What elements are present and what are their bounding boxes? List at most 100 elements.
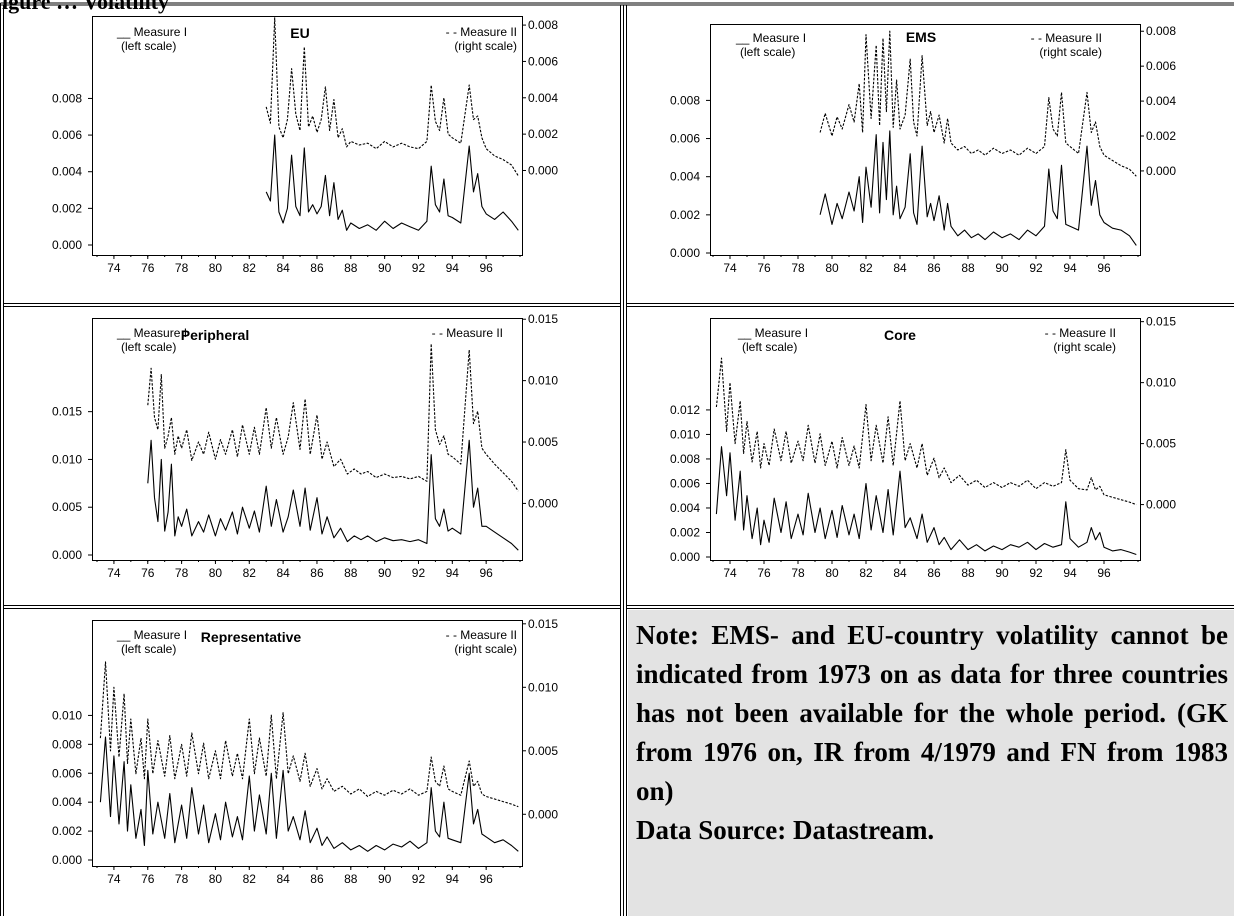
x-tick-label: 80 bbox=[209, 261, 223, 275]
series-line-measure-ii bbox=[265, 17, 519, 177]
x-tick-label: 74 bbox=[107, 261, 121, 275]
legend-right-line: (right scale) bbox=[454, 642, 517, 656]
right-y-tick-label: 0.006 bbox=[528, 54, 558, 68]
left-y-tick-label: 0.008 bbox=[670, 452, 700, 466]
note-text: Note: EMS- and EU-country volatility can… bbox=[636, 620, 1228, 806]
left-y-tick-label: 0.006 bbox=[52, 766, 82, 780]
x-tick-label: 92 bbox=[1029, 566, 1043, 580]
legend-right-line: - - Measure II bbox=[1031, 31, 1102, 45]
right-y-tick-label: 0.015 bbox=[528, 617, 558, 631]
right-y-tick-label: 0.000 bbox=[1146, 498, 1176, 512]
x-tick-label: 90 bbox=[995, 261, 1009, 275]
right-y-tick-label: 0.015 bbox=[528, 312, 558, 326]
x-tick-label: 80 bbox=[209, 566, 223, 580]
left-y-tick-label: 0.000 bbox=[52, 853, 82, 867]
chart-panel-eu: 74 76 78 80 82 84 86 88 90 92 94 96 0.000 0.002 0.004 0… bbox=[5, 7, 617, 301]
x-tick-label: 86 bbox=[310, 872, 324, 886]
left-y-tick-label: 0.008 bbox=[670, 93, 700, 107]
x-tick-label: 90 bbox=[378, 566, 392, 580]
plot-frame bbox=[710, 318, 1141, 561]
chart-title: EMS bbox=[906, 29, 936, 45]
x-tick-label: 96 bbox=[479, 872, 493, 886]
chart-title: Core bbox=[884, 327, 916, 343]
x-tick-label: 94 bbox=[1063, 261, 1077, 275]
x-tick-label: 90 bbox=[378, 872, 392, 886]
x-tick-label: 88 bbox=[961, 566, 975, 580]
left-y-tick-label: 0.010 bbox=[670, 427, 700, 441]
chart-peripheral: 74 76 78 80 82 84 86 88 90 92 94 96 0.000 0.005 0.010 0… bbox=[52, 312, 558, 580]
x-tick-label: 74 bbox=[107, 872, 121, 886]
series-line-measure-i bbox=[265, 134, 519, 231]
x-tick-label: 78 bbox=[175, 566, 189, 580]
series-line-measure-i bbox=[147, 439, 519, 551]
x-tick-label: 82 bbox=[243, 872, 257, 886]
left-y-tick-label: 0.000 bbox=[670, 550, 700, 564]
left-y-tick-label: 0.000 bbox=[670, 246, 700, 260]
x-tick-label: 84 bbox=[276, 872, 290, 886]
x-tick-label: 78 bbox=[175, 872, 189, 886]
x-tick-label: 76 bbox=[141, 261, 155, 275]
x-tick-label: 84 bbox=[893, 261, 907, 275]
chart-panel-peripheral: 74 76 78 80 82 84 86 88 90 92 94 96 0.000 0.005 0.010 0… bbox=[5, 308, 617, 603]
legend-left-line: (left scale) bbox=[740, 45, 795, 59]
x-tick-label: 78 bbox=[175, 261, 189, 275]
series-line-measure-i bbox=[715, 446, 1137, 556]
chart-panel-representative: 74 76 78 80 82 84 86 88 90 92 94 96 0.000 0.002 0.004 0… bbox=[5, 610, 617, 916]
right-y-tick-label: 0.000 bbox=[1146, 164, 1176, 178]
chart-ems: 74 76 78 80 82 84 86 88 90 92 94 96 0.000 0.002 0.004 0… bbox=[670, 24, 1176, 275]
left-y-tick-label: 0.010 bbox=[52, 452, 82, 466]
x-tick-label: 94 bbox=[446, 566, 460, 580]
x-tick-label: 92 bbox=[412, 872, 426, 886]
left-y-tick-label: 0.002 bbox=[670, 525, 700, 539]
x-tick-label: 88 bbox=[344, 566, 358, 580]
x-tick-label: 74 bbox=[723, 261, 737, 275]
plot-frame bbox=[92, 620, 523, 867]
right-y-tick-label: 0.006 bbox=[1146, 59, 1176, 73]
right-y-tick-label: 0.010 bbox=[1146, 376, 1176, 390]
legend-right-line: (right scale) bbox=[1039, 45, 1102, 59]
right-y-tick-label: 0.005 bbox=[528, 744, 558, 758]
x-tick-label: 76 bbox=[757, 261, 771, 275]
x-tick-label: 82 bbox=[243, 566, 257, 580]
left-y-tick-label: 0.012 bbox=[670, 403, 700, 417]
legend-right-line: - - Measure II bbox=[1045, 326, 1116, 340]
left-y-tick-label: 0.004 bbox=[52, 795, 82, 809]
chart-core: 74 76 78 80 82 84 86 88 90 92 94 96 0.000 0.002 0.004 0… bbox=[670, 315, 1176, 580]
left-y-tick-label: 0.000 bbox=[52, 238, 82, 252]
series-line-measure-ii bbox=[99, 661, 519, 808]
right-y-tick-label: 0.000 bbox=[528, 807, 558, 821]
plot-frame bbox=[92, 318, 523, 561]
legend-right-line: - - Measure II bbox=[446, 25, 517, 39]
x-tick-label: 80 bbox=[825, 261, 839, 275]
x-tick-label: 94 bbox=[446, 261, 460, 275]
x-tick-label: 88 bbox=[961, 261, 975, 275]
note-panel: Note: EMS- and EU-country volatility can… bbox=[628, 610, 1234, 916]
x-tick-label: 92 bbox=[412, 261, 426, 275]
chart-title: Representative bbox=[201, 629, 302, 645]
left-y-tick-label: 0.000 bbox=[52, 548, 82, 562]
x-tick-label: 96 bbox=[479, 261, 493, 275]
right-y-tick-label: 0.008 bbox=[1146, 24, 1176, 38]
chart-representative: 74 76 78 80 82 84 86 88 90 92 94 96 0.000 0.002 0.004 0… bbox=[52, 617, 558, 886]
legend-left-line: __ Measure I bbox=[737, 326, 808, 340]
right-y-tick-label: 0.010 bbox=[528, 374, 558, 388]
left-y-tick-label: 0.002 bbox=[670, 208, 700, 222]
x-tick-label: 76 bbox=[757, 566, 771, 580]
left-y-tick-label: 0.010 bbox=[52, 708, 82, 722]
plot-frame bbox=[710, 24, 1141, 256]
right-y-tick-label: 0.008 bbox=[528, 18, 558, 32]
x-tick-label: 96 bbox=[479, 566, 493, 580]
x-tick-label: 94 bbox=[446, 872, 460, 886]
series-line-measure-ii bbox=[819, 30, 1137, 177]
right-y-tick-label: 0.004 bbox=[528, 91, 558, 105]
x-tick-label: 94 bbox=[1063, 566, 1077, 580]
x-tick-label: 86 bbox=[927, 566, 941, 580]
right-y-tick-label: 0.004 bbox=[1146, 94, 1176, 108]
chart-title: EU bbox=[290, 25, 309, 41]
x-tick-label: 74 bbox=[107, 566, 121, 580]
right-y-tick-label: 0.002 bbox=[528, 127, 558, 141]
left-y-tick-label: 0.002 bbox=[52, 201, 82, 215]
left-y-tick-label: 0.006 bbox=[52, 128, 82, 142]
series-line-measure-i bbox=[99, 736, 519, 852]
data-source-text: Data Source: Datastream. bbox=[636, 815, 935, 845]
